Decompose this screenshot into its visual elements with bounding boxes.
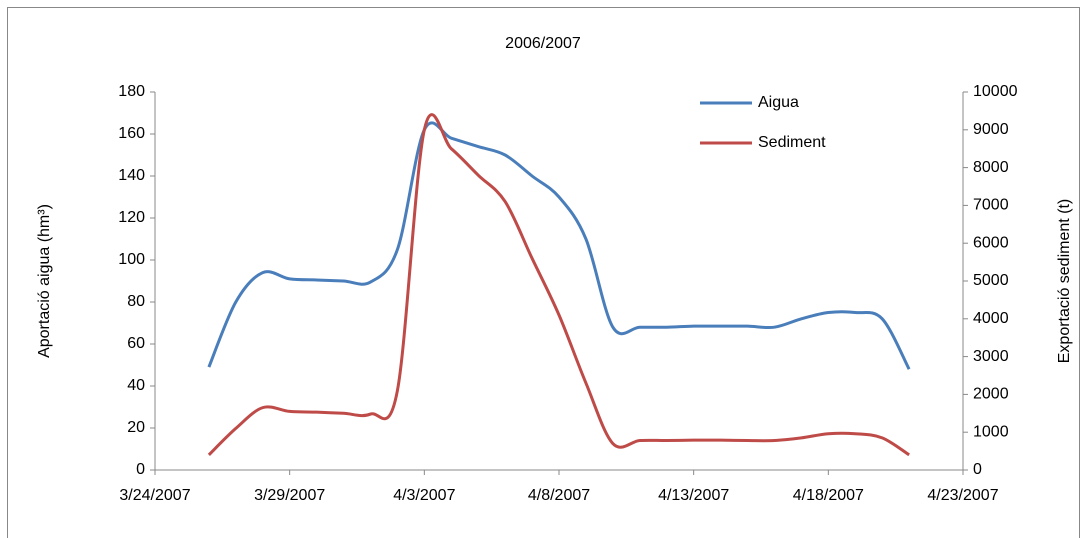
x-tick-label: 4/8/2007 [528, 487, 590, 504]
y2-tick-label: 9000 [973, 121, 1009, 138]
series-line [207, 113, 910, 457]
y-tick-label: 0 [136, 461, 145, 478]
y-tick-label: 140 [118, 167, 145, 184]
chart-title: 2006/2007 [505, 35, 581, 52]
y2-tick-label: 1000 [973, 423, 1009, 440]
y2-tick-label: 8000 [973, 159, 1009, 176]
y2-tick-label: 3000 [973, 348, 1009, 365]
chart-border [7, 7, 1080, 538]
series-line [207, 121, 911, 370]
y-tick-label: 100 [118, 251, 145, 268]
x-tick-label: 4/13/2007 [658, 487, 729, 504]
y2-tick-label: 6000 [973, 234, 1009, 251]
x-tick-label: 3/24/2007 [119, 487, 190, 504]
y2-tick-label: 0 [973, 461, 982, 478]
y-tick-label: 80 [127, 293, 145, 310]
y-tick-label: 120 [118, 209, 145, 226]
y-tick-label: 20 [127, 419, 145, 436]
y2-tick-label: 5000 [973, 272, 1009, 289]
x-tick-label: 4/23/2007 [927, 487, 998, 504]
x-tick-label: 4/3/2007 [393, 487, 455, 504]
y2-tick-label: 10000 [973, 83, 1018, 100]
y2-tick-label: 4000 [973, 310, 1009, 327]
y2-tick-label: 7000 [973, 197, 1009, 214]
y-tick-label: 40 [127, 377, 145, 394]
y2-tick-label: 2000 [973, 386, 1009, 403]
y-axis-label: Aportació aigua (hm³) [36, 204, 53, 358]
y-tick-label: 180 [118, 83, 145, 100]
x-tick-label: 4/18/2007 [793, 487, 864, 504]
x-tick-label: 3/29/2007 [254, 487, 325, 504]
y-tick-label: 160 [118, 125, 145, 142]
y2-axis-label: Exportació sediment (t) [1056, 199, 1073, 364]
legend-label: Aigua [758, 94, 799, 111]
y-tick-label: 60 [127, 335, 145, 352]
legend-label: Sediment [758, 134, 826, 151]
